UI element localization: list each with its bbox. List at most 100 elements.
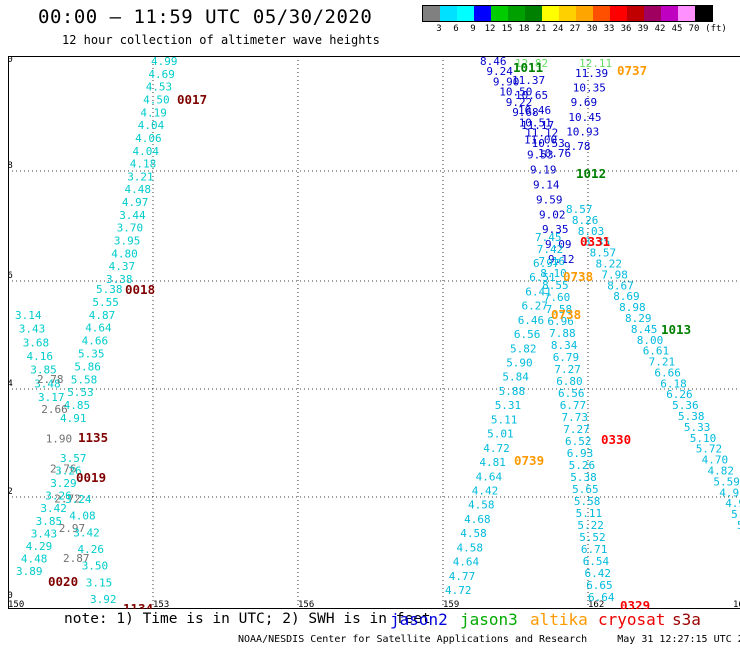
color-scale-tick: 21 [535, 24, 547, 34]
wave-height-value: 9.68 [512, 106, 539, 119]
latitude-tick: 32 [8, 487, 13, 497]
wave-height-value: 5.38 [678, 410, 705, 423]
wave-height-value: 3.29 [50, 477, 76, 490]
wave-height-value: 4.64 [476, 470, 503, 483]
wave-height-value: 4.99 [151, 56, 178, 68]
wave-height-value: 5.88 [499, 385, 525, 398]
wave-height-value: 8.22 [596, 258, 623, 271]
wave-height-map: 1501531561591621654038363432304.994.694.… [8, 56, 740, 609]
wave-height-value: 4.58 [457, 541, 484, 554]
wave-height-value: 6.18 [660, 377, 687, 390]
wave-height-value: 10.93 [566, 125, 599, 138]
wave-height-value: 4.99 [725, 497, 740, 510]
wave-height-value: 2.97 [59, 522, 85, 535]
color-scale-tick: 30 [586, 24, 598, 34]
wave-height-value: 3.15 [86, 576, 113, 589]
color-scale-tick: 27 [569, 24, 581, 34]
wave-height-value: 5.86 [74, 360, 101, 373]
footer-note: note: 1) Time is in UTC; 2) SWH is in fe… [64, 611, 431, 627]
wave-height-value: 8.98 [619, 301, 646, 314]
wave-height-value: 5.23 [731, 508, 740, 521]
wave-height-value: 9.22 [506, 96, 533, 109]
wave-height-value: 3.95 [114, 235, 140, 248]
wave-height-value: 8.29 [625, 312, 652, 325]
wave-height-value: 6.96 [547, 315, 574, 328]
wave-height-value: 6.80 [556, 375, 583, 388]
pass-time-label: 1135 [78, 430, 108, 445]
wave-height-value: 3.21 [127, 170, 154, 183]
color-scale-tick: 42 [654, 24, 666, 34]
wave-height-value: 3.42 [40, 502, 67, 515]
color-scale-tick: 70 [688, 24, 700, 34]
wave-height-value: 6.52 [565, 435, 592, 448]
color-scale-unit: (ft) [705, 24, 727, 34]
pass-time-label: 0020 [48, 574, 78, 589]
wave-height-value: 6.56 [514, 328, 541, 341]
color-swatch [525, 6, 542, 21]
color-swatch [695, 6, 712, 21]
wave-height-value: 4.97 [122, 196, 148, 209]
wave-height-value: 9.69 [571, 96, 598, 109]
wave-height-value: 4.50 [143, 94, 170, 107]
latitude-tick: 40 [8, 56, 13, 65]
wave-height-value: 5.22 [577, 519, 604, 532]
wave-height-value: 5.31 [495, 399, 522, 412]
wave-height-value: 5.26 [569, 459, 596, 472]
pass-time-label: 0018 [125, 282, 155, 297]
wave-height-value: 9.24 [486, 65, 513, 78]
color-scale-tick: 15 [501, 24, 513, 34]
wave-height-value: 5.11 [491, 413, 518, 426]
wave-height-value: 8.57 [566, 203, 593, 216]
wave-height-value: 5.90 [506, 357, 533, 370]
wave-height-value: 5.33 [684, 421, 711, 434]
color-swatch [678, 6, 695, 21]
legend-item-jason3: jason3 [460, 610, 518, 629]
wave-height-value: 10.76 [538, 147, 571, 160]
color-scale-swatches [422, 5, 713, 22]
wave-height-value: 4.70 [702, 454, 729, 467]
wave-height-value: 10.46 [518, 104, 551, 117]
wave-height-value: 10.53 [532, 137, 565, 150]
wave-height-value: 8.67 [607, 279, 634, 292]
wave-height-value: 2.66 [41, 403, 68, 416]
color-swatch [661, 6, 678, 21]
wave-height-value: 4.82 [708, 465, 735, 478]
pass-time-label: 0738 [563, 269, 593, 284]
wave-height-value: 3.57 [60, 452, 87, 465]
wave-height-value: 7.27 [554, 363, 581, 376]
wave-height-value: 10.50 [499, 86, 532, 99]
wave-height-value: 3.43 [31, 527, 58, 540]
longitude-tick: 162 [588, 600, 604, 609]
wave-height-value: 9.78 [564, 140, 591, 153]
latitude-tick: 30 [8, 591, 13, 601]
color-scale-tick: 36 [620, 24, 632, 34]
page-subtitle: 12 hour collection of altimeter wave hei… [62, 33, 380, 47]
wave-height-value: 5.38 [570, 471, 597, 484]
wave-height-value: 2.76 [50, 463, 77, 476]
pass-time-label: 0019 [76, 470, 106, 485]
map-frame [8, 56, 740, 609]
wave-height-value: 7.58 [546, 303, 573, 316]
wave-height-value: 4.06 [135, 132, 162, 145]
wave-height-value: 8.55 [542, 279, 569, 292]
wave-height-value: 6.65 [586, 579, 613, 592]
wave-height-value: 5.55 [92, 296, 119, 309]
latitude-tick: 38 [8, 161, 13, 171]
color-scale-labels: 3 6 9 12 15 18 21 24 27 30 33 36 39 42 45 70 (ft) [422, 24, 727, 36]
wave-height-value: 8.03 [578, 225, 605, 238]
wave-height-value: 11.12 [525, 127, 558, 140]
wave-height-value: 7.27 [563, 423, 590, 436]
wave-height-value: 3.14 [15, 309, 42, 322]
wave-height-value: 8.45 [631, 323, 658, 336]
pass-time-label: 1012 [576, 166, 606, 181]
wave-height-value: 1.90 [46, 433, 72, 446]
wave-height-value: 6.41 [525, 285, 552, 298]
wave-height-value: 10.35 [573, 82, 606, 95]
pass-time-label: 0739 [514, 453, 544, 468]
longitude-tick: 165 [733, 600, 740, 609]
wave-height-value: 4.87 [89, 309, 116, 322]
wave-height-value: 10.65 [515, 89, 548, 102]
wave-height-value: 4.64 [453, 556, 480, 569]
wave-height-value: 9.90 [493, 75, 520, 88]
color-swatch [610, 6, 627, 21]
